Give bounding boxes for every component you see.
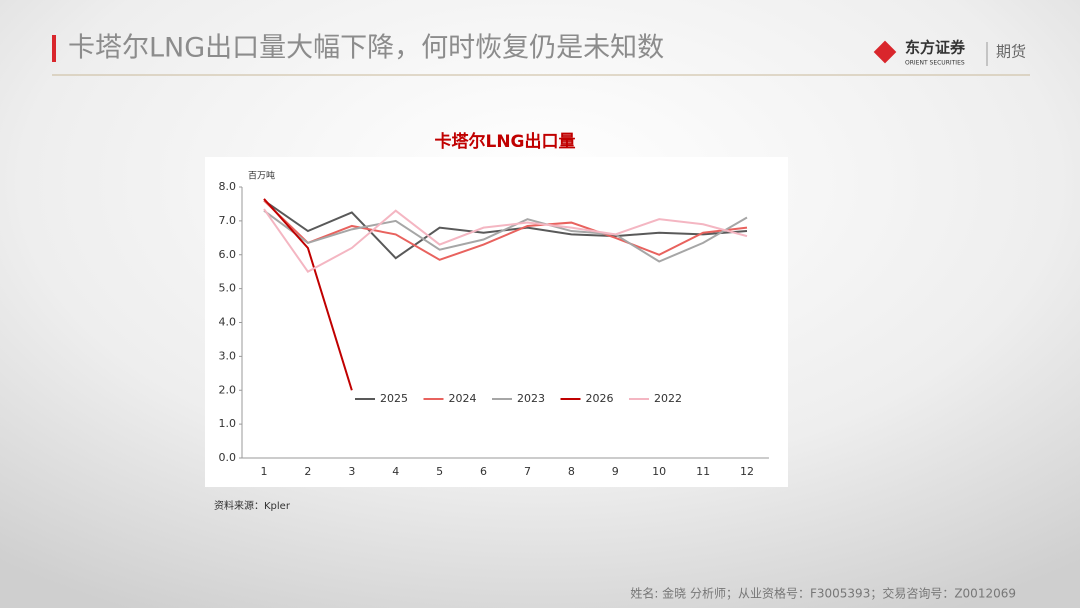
series-line bbox=[263, 209, 748, 263]
x-tick-label: 1 bbox=[261, 465, 268, 478]
legend-label: 2022 bbox=[654, 392, 682, 405]
x-tick-label: 9 bbox=[612, 465, 619, 478]
x-tick-label: 10 bbox=[652, 465, 666, 478]
y-tick-label: 0.0 bbox=[219, 451, 237, 464]
x-tick-label: 12 bbox=[740, 465, 754, 478]
x-tick-label: 11 bbox=[696, 465, 710, 478]
x-tick-label: 8 bbox=[568, 465, 575, 478]
y-axis-label: 百万吨 bbox=[248, 170, 275, 182]
series-line bbox=[263, 198, 353, 391]
legend-label: 2023 bbox=[517, 392, 545, 405]
y-tick-label: 1.0 bbox=[219, 417, 237, 430]
y-tick-label: 8.0 bbox=[219, 180, 237, 193]
y-tick-label: 7.0 bbox=[219, 214, 237, 227]
legend-label: 2025 bbox=[380, 392, 408, 405]
y-tick-label: 5.0 bbox=[219, 282, 237, 295]
x-tick-label: 5 bbox=[436, 465, 443, 478]
slide-title: 卡塔尔LNG出口量大幅下降，何时恢复仍是未知数 bbox=[68, 33, 664, 64]
series-line bbox=[263, 208, 748, 273]
x-tick-label: 6 bbox=[480, 465, 487, 478]
x-tick-label: 3 bbox=[348, 465, 355, 478]
x-tick-label: 4 bbox=[392, 465, 399, 478]
legend-label: 2024 bbox=[449, 392, 477, 405]
brand: 东方证券 bbox=[905, 39, 966, 57]
chart-area bbox=[205, 157, 788, 487]
y-tick-label: 3.0 bbox=[219, 349, 237, 362]
x-tick-label: 7 bbox=[524, 465, 531, 478]
title-accent bbox=[52, 35, 56, 62]
y-tick-label: 4.0 bbox=[219, 316, 237, 329]
source: 资料来源：Kpler bbox=[214, 499, 291, 512]
chart-title: 卡塔尔LNG出口量 bbox=[434, 131, 575, 152]
series-line bbox=[263, 199, 748, 261]
y-tick-label: 6.0 bbox=[219, 248, 237, 261]
division: 期货 bbox=[996, 43, 1026, 61]
y-tick-label: 2.0 bbox=[219, 383, 237, 396]
x-tick-label: 2 bbox=[304, 465, 311, 478]
legend-label: 2026 bbox=[586, 392, 614, 405]
footer: 姓名: 金晓 分析师；从业资格号：F3005393；交易咨询号：Z0012069 bbox=[630, 586, 1016, 601]
brand-en: ORIENT SECURITIES bbox=[905, 60, 965, 67]
